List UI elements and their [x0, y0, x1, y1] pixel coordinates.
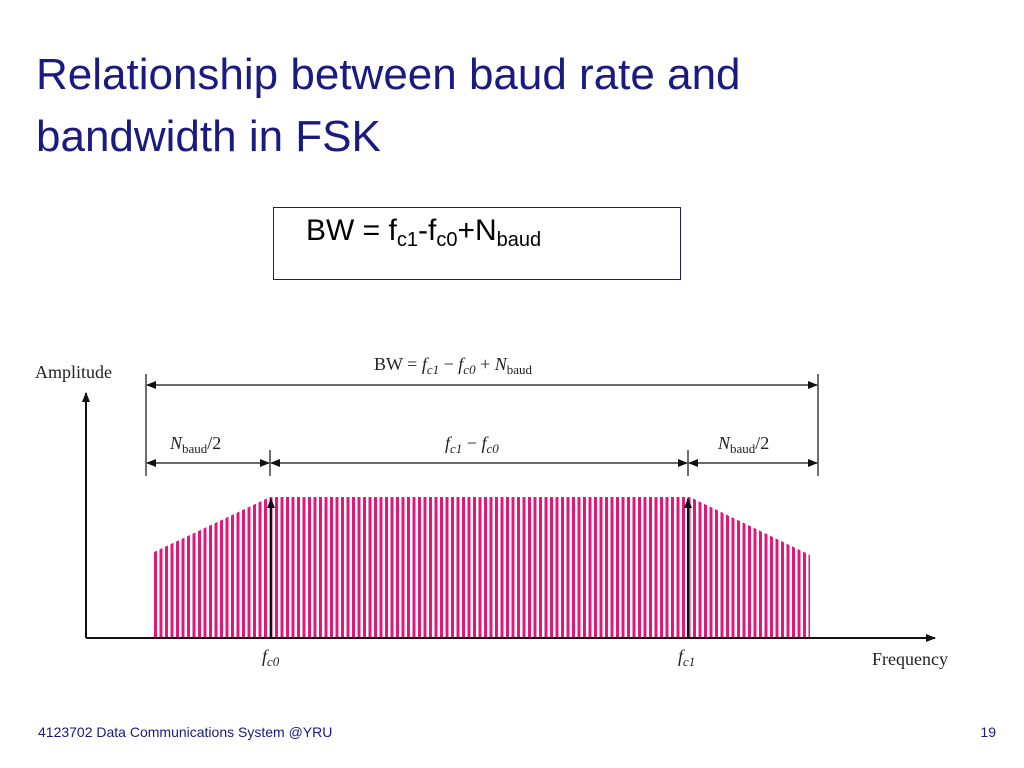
label-sub: baud: [182, 441, 208, 456]
fc0-label: fc0: [262, 646, 280, 669]
label-sub: c1: [450, 441, 462, 456]
x-axis-label: Frequency: [872, 649, 948, 669]
formula-sub: baud: [496, 229, 542, 251]
label-part: f: [481, 433, 489, 453]
title-line: Relationship between baud rate and: [36, 50, 741, 99]
label-sub: c1: [683, 654, 695, 669]
right-label: Nbaud/2: [717, 433, 769, 456]
label-sub: baud: [730, 441, 756, 456]
formula-part: BW = f: [306, 214, 397, 247]
footer-text: 4123702 Data Communications System @YRU: [38, 724, 333, 740]
label-part: f: [262, 646, 270, 666]
formula-part: +N: [457, 214, 497, 247]
label-sub: c0: [267, 654, 280, 669]
label-part: /2: [755, 433, 769, 453]
label-part: f: [422, 354, 430, 374]
slide-title: Relationship between baud rate and bandw…: [36, 44, 741, 168]
label-part: N: [494, 354, 508, 374]
bw-label: BW = fc1 − fc0 + Nbaud: [374, 354, 533, 377]
y-axis-label: Amplitude: [35, 362, 112, 382]
label-part: f: [445, 433, 453, 453]
label-part: N: [717, 433, 731, 453]
middle-label: fc1 − fc0: [445, 433, 499, 456]
label-part: N: [169, 433, 183, 453]
label-part: +: [476, 354, 495, 374]
label-part: BW =: [374, 354, 422, 374]
label-part: f: [678, 646, 686, 666]
title-line: bandwidth in FSK: [36, 112, 381, 161]
formula-box: [273, 207, 681, 280]
label-part: /2: [207, 433, 221, 453]
formula-part: -f: [417, 214, 437, 247]
label-sub: c0: [486, 441, 499, 456]
label-sub: c0: [463, 362, 476, 377]
label-sub: c1: [427, 362, 439, 377]
label-sub: baud: [507, 362, 533, 377]
left-label: Nbaud/2: [169, 433, 221, 456]
label-part: −: [439, 354, 458, 374]
page-number: 19: [980, 724, 996, 740]
formula-sub: c0: [436, 229, 458, 251]
spectrum-band: [152, 497, 810, 638]
label-part: −: [462, 433, 481, 453]
label-part: f: [458, 354, 466, 374]
formula-sub: c1: [396, 229, 418, 251]
fc1-label: fc1: [678, 646, 695, 669]
formula: BW = fc1-fc0+Nbaud: [306, 214, 542, 251]
